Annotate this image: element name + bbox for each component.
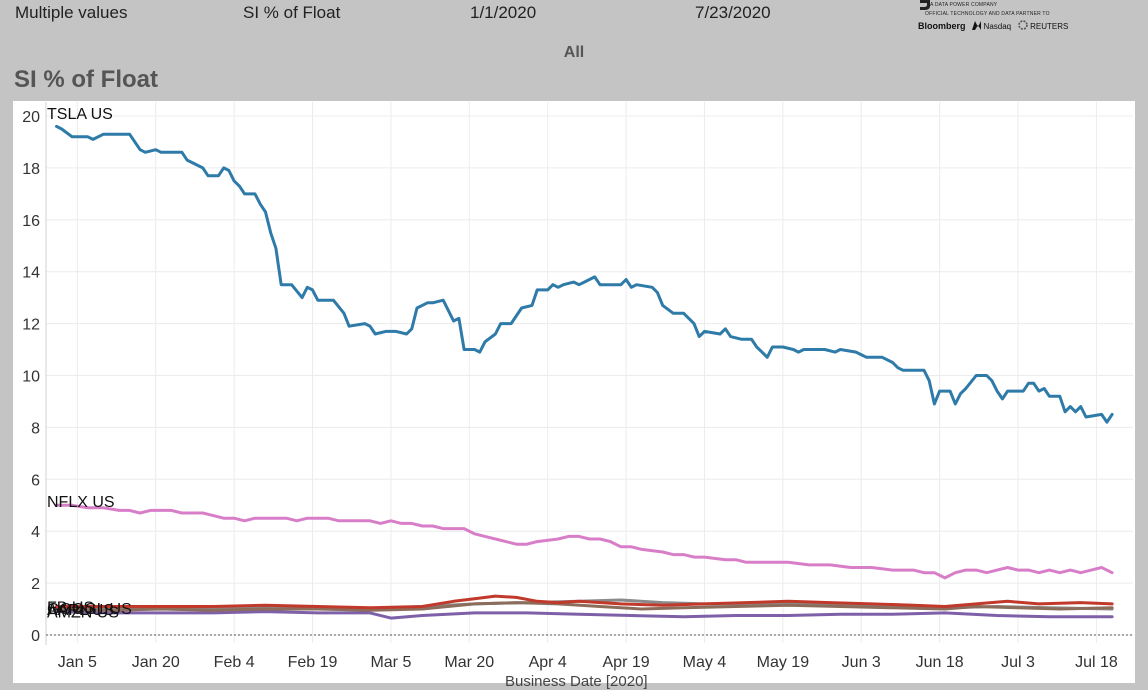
series-label-fb-us: FB US xyxy=(47,599,94,616)
y-tick-label: 0 xyxy=(31,628,40,645)
x-tick-label: Mar 5 xyxy=(370,654,411,671)
x-tick-label: Apr 19 xyxy=(603,654,650,671)
brand-logo: A DATA POWER COMPANY OFFICIAL TECHNOLOGY… xyxy=(918,0,1088,34)
filter-value-end-date[interactable]: 7/23/2020 xyxy=(695,3,771,22)
series-label-tsla-us: TSLA US xyxy=(47,106,113,123)
x-tick-label: Jan 5 xyxy=(58,654,97,671)
series-label-nflx-us: NFLX US xyxy=(47,494,115,511)
series-line-tsla-us[interactable] xyxy=(55,124,1114,424)
axes: 0 2 4 6 8 10 12 14 16 18 20 Jan 5 Jan 20 Feb 4 Feb 19 M… xyxy=(22,102,1133,671)
filter-summary-row: Multiple values SI % of Float 1/1/2020 7… xyxy=(0,0,1148,30)
y-tick-label: 10 xyxy=(22,369,40,386)
partner-list: Bloomberg Nasdaq REUTERS xyxy=(918,20,1068,31)
chart-title: SI % of Float xyxy=(14,66,158,93)
partner-bloomberg: Bloomberg xyxy=(918,21,966,31)
x-tick-label: Jun 18 xyxy=(916,654,964,671)
series-label-googl-us: GOOGL US xyxy=(47,601,132,618)
selector-label[interactable]: All xyxy=(563,44,585,61)
series-lines xyxy=(55,124,1114,620)
x-tick-label: May 19 xyxy=(757,654,810,671)
partner-reuters: REUTERS xyxy=(1030,22,1069,31)
partner-nasdaq: Nasdaq xyxy=(983,22,1012,31)
reuters-mark-icon xyxy=(1017,20,1028,31)
series-line-nflx-us[interactable] xyxy=(55,503,1114,580)
x-tick-label: Mar 20 xyxy=(444,654,494,671)
y-tick-label: 20 xyxy=(22,109,40,126)
y-tick-label: 8 xyxy=(31,420,40,437)
series-label-aapl-us: AAPL US xyxy=(47,602,114,619)
y-tick-label: 14 xyxy=(22,265,40,282)
brand-tagline: A DATA POWER COMPANY xyxy=(930,2,998,8)
series-label-amzn-us: AMZN US xyxy=(47,605,119,622)
y-tick-label: 6 xyxy=(31,472,40,489)
y-tick-label: 18 xyxy=(22,161,40,178)
x-tick-label: Feb 19 xyxy=(288,654,338,671)
filter-value-start-date[interactable]: 1/1/2020 xyxy=(470,3,537,22)
y-tick-label: 16 xyxy=(22,213,40,230)
series-line-fb-us[interactable] xyxy=(55,594,1114,610)
x-tick-label: May 4 xyxy=(683,654,727,671)
y-tick-label: 2 xyxy=(31,576,40,593)
filter-value-symbols[interactable]: Multiple values xyxy=(15,3,128,22)
brand-mark-icon xyxy=(920,0,930,10)
x-tick-label: Feb 4 xyxy=(214,654,255,671)
x-tick-label: Jun 3 xyxy=(842,654,881,671)
y-tick-label: 4 xyxy=(31,524,40,541)
x-axis-title: Business Date [2020] xyxy=(505,673,648,690)
x-tick-label: Apr 4 xyxy=(529,654,567,671)
series-line-amzn-us[interactable] xyxy=(55,610,1114,620)
x-tick-label: Jul 18 xyxy=(1075,654,1118,671)
y-tick-label: 12 xyxy=(22,317,40,334)
series-line-aapl-us[interactable] xyxy=(55,601,1114,612)
x-tick-label: Jul 3 xyxy=(1001,654,1035,671)
brand-partner-text: OFFICIAL TECHNOLOGY AND DATA PARTNER TO xyxy=(925,11,1050,17)
nasdaq-mark-icon xyxy=(972,21,982,31)
x-tick-label: Jan 20 xyxy=(132,654,180,671)
filter-value-metric[interactable]: SI % of Float xyxy=(243,3,341,22)
gridlines xyxy=(46,102,1133,643)
